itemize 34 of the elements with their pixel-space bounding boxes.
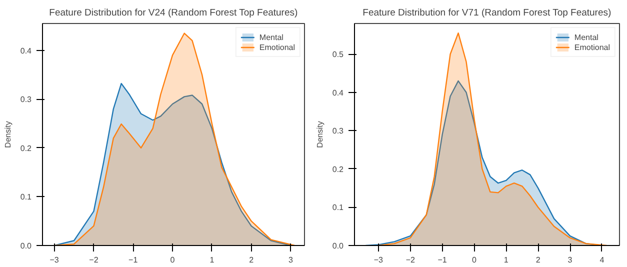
x-tick-label: −2 xyxy=(406,256,416,264)
y-tick-label: 0.1 xyxy=(20,192,32,202)
y-tick-label: 0.5 xyxy=(332,50,344,60)
x-tick-label: −1 xyxy=(438,256,448,264)
x-tick-label: 2 xyxy=(249,256,254,264)
y-axis-title: Density xyxy=(315,121,324,148)
x-tick-label: 1 xyxy=(504,256,509,264)
chart-title: Feature Distribution for V71 (Random Forest Top Features) xyxy=(362,8,612,18)
x-tick-label: 0 xyxy=(170,256,176,264)
x-tick-label: −2 xyxy=(89,256,99,264)
legend-label: Emotional xyxy=(574,42,610,52)
legend-label: Emotional xyxy=(259,42,295,52)
x-tick-label: 3 xyxy=(568,256,573,264)
x-tick-label: 2 xyxy=(536,256,541,264)
y-tick-label: 0.4 xyxy=(332,88,344,98)
y-tick-label: 0.3 xyxy=(20,95,32,104)
x-tick-label: −3 xyxy=(50,256,60,264)
y-tick-label: 0.4 xyxy=(20,46,32,56)
y-tick-label: 0.0 xyxy=(20,242,32,250)
x-tick-label: 0 xyxy=(472,256,478,264)
y-axis-title: Density xyxy=(3,121,12,148)
y-tick-label: 0.2 xyxy=(20,144,32,153)
y-tick-label: 0.0 xyxy=(332,242,344,250)
y-tick-label: 0.1 xyxy=(332,203,344,212)
x-tick-label: −3 xyxy=(374,256,384,264)
x-tick-label: −1 xyxy=(128,256,138,264)
y-tick-label: 0.2 xyxy=(332,164,344,174)
legend-label: Mental xyxy=(259,32,284,42)
chart-title: Feature Distribution for V24 (Random Forest Top Features) xyxy=(49,8,298,18)
legend-label: Mental xyxy=(574,32,598,42)
x-tick-label: 1 xyxy=(210,256,215,264)
x-tick-label: 3 xyxy=(288,256,294,264)
y-tick-label: 0.3 xyxy=(332,126,344,136)
x-tick-label: 4 xyxy=(600,256,605,264)
